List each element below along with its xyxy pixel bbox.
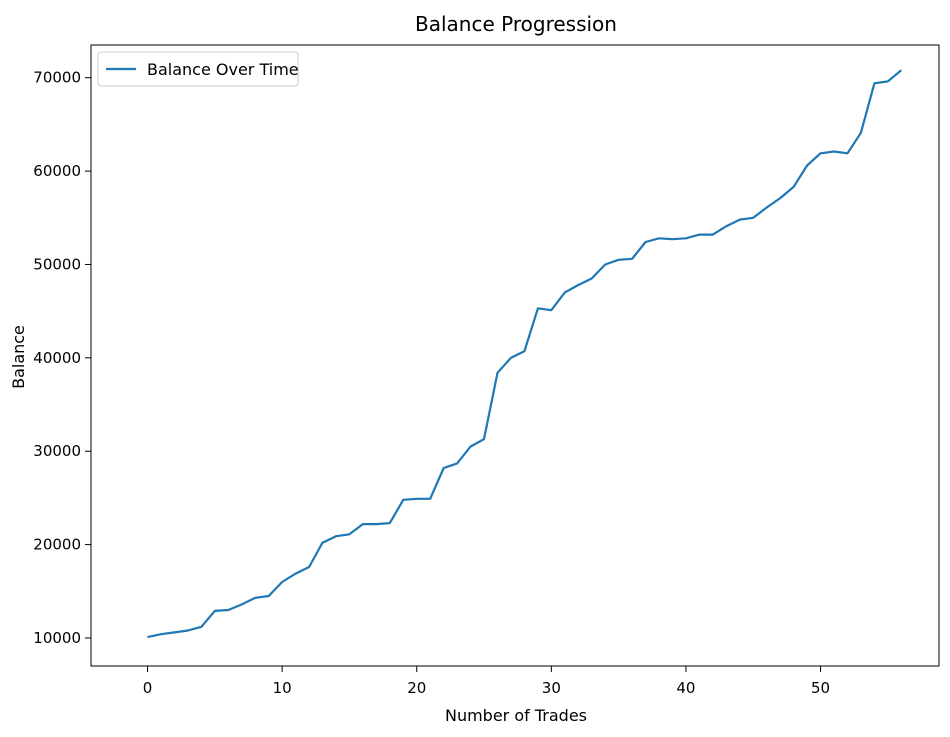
y-tick-label: 60000	[33, 162, 81, 180]
y-axis-label: Balance	[9, 325, 28, 389]
x-tick-label: 50	[811, 679, 830, 697]
y-tick-label: 70000	[33, 69, 81, 87]
x-tick-label: 0	[143, 679, 153, 697]
y-axis: 10000 20000 30000 40000 50000 60000 70000	[33, 69, 91, 647]
plot-frame	[90, 44, 940, 667]
y-tick-label: 20000	[33, 536, 81, 554]
x-tick-label: 30	[542, 679, 561, 697]
y-tick-label: 10000	[33, 629, 81, 647]
legend: Balance Over Time	[97, 51, 299, 87]
x-axis-label: Number of Trades	[445, 706, 587, 725]
x-axis: 0 10 20 30 40 50	[143, 666, 830, 697]
chart-title: Balance Progression	[415, 12, 617, 36]
x-tick-label: 20	[407, 679, 426, 697]
y-tick-label: 40000	[33, 349, 81, 367]
x-tick-label: 10	[273, 679, 292, 697]
legend-label: Balance Over Time	[147, 60, 299, 79]
legend-box	[97, 51, 299, 87]
y-tick-label: 50000	[33, 255, 81, 273]
y-tick-label: 30000	[33, 442, 81, 460]
x-tick-label: 40	[676, 679, 695, 697]
plot-area	[147, 69, 903, 639]
series-line	[147, 69, 903, 639]
